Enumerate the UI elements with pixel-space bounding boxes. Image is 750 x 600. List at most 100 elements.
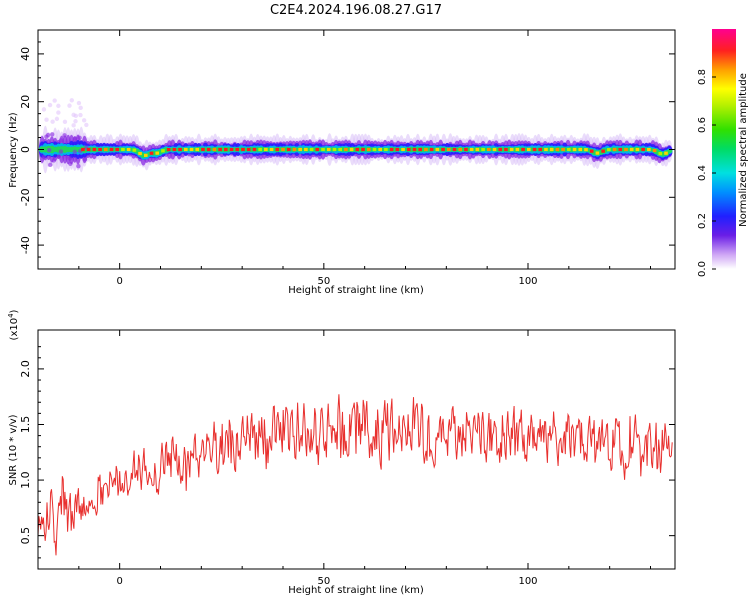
colorbar-tick-label: 0.6 [697, 117, 708, 133]
spectrogram-cell [81, 118, 87, 123]
colorbar-tick-label: 0.0 [697, 261, 708, 277]
spectrogram-peak-cell [309, 147, 314, 152]
snr-frame [37, 329, 676, 570]
spectrogram-cell [44, 117, 49, 122]
spectrogram-peak-cell [98, 147, 102, 152]
spectrogram-peak-cell [286, 147, 291, 152]
spectrogram-peak-cell [326, 147, 331, 152]
spectrogram-peak-cell [212, 147, 217, 152]
spectrogram-peak-cell [292, 147, 297, 152]
spectrogram-peak-cell [92, 147, 97, 152]
spectrogram-peak-cell [235, 147, 240, 152]
spectrogram-peak-cell [492, 147, 497, 152]
spectrogram-peak-cell [395, 147, 400, 152]
spectrogram-cell [58, 149, 64, 154]
snr-x-label: Height of straight line (km) [288, 585, 424, 596]
spectrogram-cell [82, 157, 88, 162]
spectrogram-peak-cell [424, 147, 428, 152]
spectrogram-cell [52, 98, 57, 103]
y-tick-label: -20 [19, 188, 32, 206]
snr-series-line [38, 394, 673, 556]
spectrogram-peak-cell [81, 147, 85, 152]
spectrogram-cell [50, 119, 55, 124]
colorbar-tick-label: 0.2 [697, 213, 708, 229]
spectrogram-peak-cell [612, 147, 617, 152]
spectrogram-peak-cell [252, 147, 257, 152]
spectrogram-peak-cell [366, 147, 371, 152]
spectrogram-x-axis: 0 50 100 [78, 30, 651, 287]
spectrogram-peak-cell [224, 147, 228, 152]
snr-multiplier-close: ) [9, 309, 20, 313]
spectrogram-peak-cell [595, 151, 600, 155]
spectrogram-peak-cell [532, 147, 537, 152]
spectrogram-peak-cell [121, 147, 125, 152]
spectrogram-peak-cell [321, 147, 325, 152]
spectrogram-cell [56, 110, 61, 115]
spectrogram-peak-cell [578, 147, 583, 152]
colorbar-gradient [712, 29, 736, 269]
spectrogram-peak-cell [589, 149, 594, 153]
spectrogram-peak-cell [647, 147, 651, 152]
spectrogram-panel: 0 50 100 -40 -20 0 20 40 Height of straight li… [8, 29, 676, 296]
spectrogram-cell [76, 164, 81, 169]
spectrogram-peak-cell [338, 147, 342, 152]
spectrogram-cell [73, 119, 78, 124]
colorbar: 0.0 0.2 0.4 0.6 0.8 Normalized spectral ampl… [697, 29, 749, 277]
x-tick-label: 0 [116, 576, 122, 587]
snr-x-axis: 0 50 100 [78, 330, 651, 587]
spectrogram-early-spread [41, 98, 89, 169]
spectrogram-peak-cell [521, 147, 525, 152]
spectrogram-y-axis: -40 -20 0 20 40 [19, 41, 675, 258]
spectrogram-peak-cell [258, 147, 262, 152]
spectrogram-peak-cell [275, 147, 280, 152]
spectrogram-peak-cell [372, 147, 377, 152]
spectrogram-peak-cell [103, 147, 108, 152]
spectrogram-peak-cell [349, 147, 354, 152]
spectrogram-cell [72, 149, 78, 155]
spectrogram-peak-cell [435, 147, 440, 152]
spectrogram-peak-cell [487, 147, 491, 152]
spectrogram-cell [41, 154, 47, 160]
spectrogram-peak-cell [378, 147, 382, 152]
spectrogram-cell [47, 102, 53, 108]
spectrogram-peak-cell [567, 147, 571, 152]
spectrogram-peak-cell [281, 147, 285, 152]
spectrogram-peak-cell [172, 147, 177, 152]
spectrogram-peak-cell [269, 147, 274, 152]
spectrogram-cell [71, 123, 76, 128]
spectrogram-peak-cell [201, 147, 205, 152]
spectrogram-peak-cell [549, 147, 554, 152]
y-tick-label: 40 [19, 47, 32, 61]
spectrogram-peak-cell [166, 148, 171, 152]
spectrogram-peak-cell [538, 147, 543, 152]
spectrogram-cell [78, 112, 83, 118]
spectrogram-peak-line [81, 147, 668, 157]
spectrogram-peak-cell [481, 147, 485, 152]
x-tick-label: 0 [116, 276, 122, 287]
spectrogram-peak-cell [618, 147, 623, 152]
colorbar-tick-label: 0.8 [697, 69, 708, 85]
spectrogram-peak-cell [624, 147, 628, 152]
colorbar-label: Normalized spectral amplitude [738, 73, 749, 227]
spectrogram-cell [56, 154, 62, 159]
spectrogram-peak-cell [144, 153, 148, 157]
spectrogram-peak-cell [195, 147, 200, 152]
spectrogram-peak-cell [641, 147, 645, 152]
spectrogram-cell [78, 105, 83, 111]
x-tick-label: 50 [317, 276, 330, 287]
spectrogram-peak-cell [664, 151, 668, 155]
spectrogram-peak-cell [584, 148, 588, 152]
spectrogram-cell [48, 162, 53, 168]
spectrogram-peak-cell [241, 147, 245, 152]
spectrogram-cell [41, 107, 47, 112]
spectrogram-peak-cell [361, 147, 365, 152]
spectrogram-cell [67, 103, 72, 108]
spectrogram-peak-cell [149, 151, 154, 155]
spectrogram-cell [51, 158, 57, 163]
spectrogram-peak-cell [86, 147, 91, 152]
spectrogram-peak-cell [458, 147, 463, 152]
spectrogram-cell [67, 156, 73, 161]
spectrogram-x-label: Height of straight line (km) [288, 285, 424, 296]
spectrogram-peak-cell [109, 147, 114, 152]
